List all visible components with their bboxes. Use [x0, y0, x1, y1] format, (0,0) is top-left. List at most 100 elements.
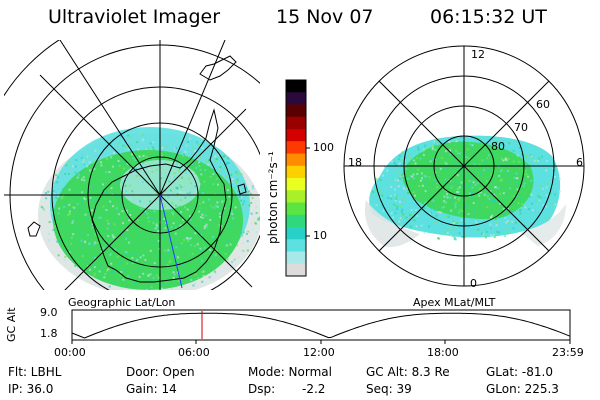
altitude-x-tick-1800: 18:00 [427, 346, 459, 359]
speckle-dot [416, 173, 419, 176]
speckle-dot [399, 155, 401, 157]
speckle-dot [446, 193, 448, 196]
speckle-dot [452, 190, 455, 193]
speckle-dot [214, 155, 217, 158]
speckle-dot [415, 156, 418, 159]
speckle-dot [525, 173, 528, 176]
speckle-dot [96, 197, 99, 200]
speckle-dot [112, 140, 115, 143]
speckle-dot [147, 287, 150, 290]
speckle-dot [454, 204, 457, 207]
speckle-dot [478, 163, 481, 166]
coastline [91, 108, 227, 283]
speckle-dot [443, 200, 446, 203]
speckle-dot [110, 249, 113, 252]
speckle-dot [512, 160, 515, 163]
speckle-dot [132, 157, 135, 159]
speckle-dot [109, 183, 112, 186]
speckle-dot [241, 234, 244, 237]
colorbar-swatch [286, 165, 306, 179]
speckle-dot [222, 242, 225, 245]
speckle-dot [178, 144, 181, 147]
speckle-dot [215, 177, 218, 180]
speckle-dot [155, 223, 158, 226]
speckle-dot [531, 202, 534, 205]
speckle-dot [178, 150, 181, 153]
speckle-dot [489, 190, 492, 193]
speckle-dot [502, 208, 505, 210]
speckle-dot [511, 220, 514, 223]
speckle-dot [381, 205, 384, 208]
speckle-dot [172, 213, 175, 216]
speckle-dot [160, 152, 163, 155]
speckle-dot [486, 157, 489, 160]
speckle-dot [516, 154, 519, 157]
speckle-dot [215, 158, 218, 160]
speckle-dot [230, 173, 233, 176]
speckle-dot [382, 209, 385, 212]
speckle-dot [129, 184, 132, 187]
speckle-dot [209, 175, 212, 178]
speckle-dot [153, 190, 156, 192]
speckle-dot [121, 148, 124, 150]
speckle-dot [539, 185, 542, 187]
speckle-dot [208, 198, 211, 201]
speckle-dot [117, 150, 120, 153]
speckle-dot [72, 233, 75, 236]
speckle-dot [414, 182, 417, 185]
speckle-dot [146, 147, 148, 150]
speckle-dot [93, 160, 96, 163]
speckle-dot [93, 243, 96, 246]
speckle-dot [142, 134, 144, 136]
speckle-dot [154, 139, 156, 142]
speckle-dot [172, 271, 175, 274]
speckle-dot [499, 182, 502, 185]
speckle-dot [386, 181, 389, 184]
apex-mlt-label-bottom: 0 [470, 277, 477, 290]
speckle-dot [480, 232, 483, 235]
speckle-dot [516, 177, 519, 180]
speckle-dot [145, 289, 148, 290]
speckle-dot [390, 212, 393, 215]
speckle-dot [251, 185, 254, 188]
speckle-dot [460, 219, 463, 222]
speckle-dot [225, 244, 228, 247]
speckle-dot [391, 160, 394, 163]
speckle-dot [165, 145, 168, 148]
speckle-dot [119, 274, 122, 277]
speckle-dot [119, 262, 121, 264]
speckle-dot [494, 159, 497, 162]
speckle-dot [139, 200, 142, 203]
speckle-dot [181, 264, 183, 266]
speckle-dot [546, 160, 549, 162]
speckle-dot [551, 167, 554, 170]
speckle-dot [424, 147, 427, 150]
colorbar-swatch [286, 153, 306, 167]
speckle-dot [121, 224, 124, 227]
speckle-dot [461, 236, 464, 238]
speckle-dot [450, 185, 453, 188]
speckle-dot [178, 184, 181, 187]
speckle-dot [521, 208, 524, 210]
speckle-dot [450, 221, 453, 224]
speckle-dot [449, 153, 452, 155]
speckle-dot [456, 222, 458, 225]
speckle-dot [228, 179, 231, 182]
speckle-dot [417, 146, 419, 149]
speckle-dot [213, 206, 216, 209]
speckle-dot [461, 210, 464, 213]
speckle-dot [213, 169, 216, 172]
speckle-dot [493, 193, 496, 196]
speckle-dot [473, 161, 476, 164]
speckle-dot [460, 136, 463, 139]
speckle-dot [529, 154, 532, 157]
speckle-dot [106, 227, 109, 230]
speckle-dot [178, 244, 181, 247]
speckle-dot [200, 173, 203, 176]
speckle-dot [191, 253, 194, 255]
speckle-dot [415, 225, 418, 228]
speckle-dot [171, 211, 174, 214]
speckle-dot [168, 261, 171, 264]
speckle-dot [234, 206, 237, 209]
speckle-dot [237, 190, 239, 193]
